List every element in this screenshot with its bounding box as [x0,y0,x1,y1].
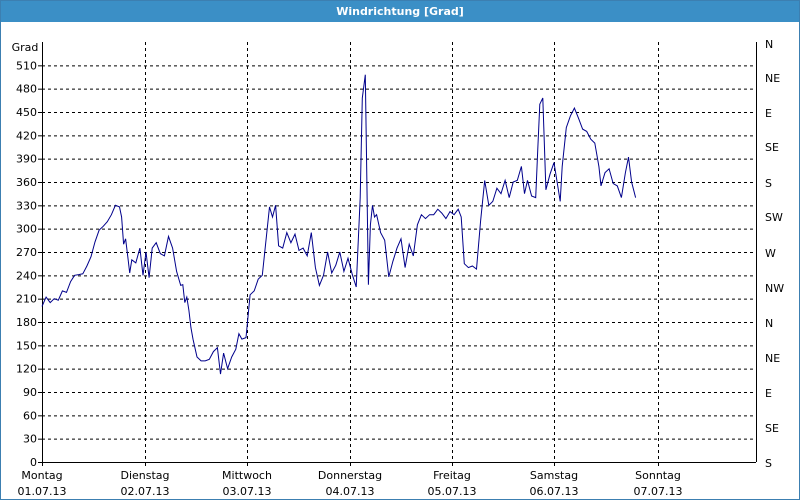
x-tick-day-5: Samstag [530,469,578,482]
y-tick-label-10: 300 [16,223,37,236]
y-tick-label-4: 120 [16,363,37,376]
right-tick-label-12: N [765,38,773,51]
axes [38,42,757,466]
y-tick-label-12: 360 [16,176,37,189]
y-tick-label-13: 390 [16,153,37,166]
y-tick-label-16: 480 [16,83,37,96]
y-tick-label-6: 180 [16,316,37,329]
x-tick-day-0: Montag [21,469,62,482]
x-tick-date-0: 01.07.13 [18,485,67,498]
x-tick-day-4: Freitag [433,469,471,482]
x-tick-date-2: 03.07.13 [223,485,272,498]
right-tick-label-4: N [765,317,773,330]
x-tick-day-1: Dienstag [120,469,169,482]
right-tick-label-3: NE [765,352,780,365]
y-tick-label-1: 30 [23,433,37,446]
y-tick-label-15: 450 [16,106,37,119]
right-tick-label-10: E [765,107,772,120]
window-title: Windrichtung [Grad] [1,1,799,22]
right-tick-label-11: NE [765,72,780,85]
y-tick-label-7: 210 [16,293,37,306]
right-tick-label-1: SE [765,422,779,435]
y-tick-label-0: 0 [30,456,37,469]
x-tick-date-1: 02.07.13 [121,485,170,498]
series-line [41,74,637,375]
x-tick-labels: Montag 01.07.13 Dienstag 02.07.13 Mittwoch 03… [18,469,683,498]
y-tick-label-8: 240 [16,269,37,282]
x-tick-date-5: 06.07.13 [530,485,579,498]
right-tick-label-5: NW [765,282,784,295]
right-tick-label-8: S [765,177,772,190]
right-tick-label-2: E [765,387,772,400]
y-tick-label-5: 150 [16,339,37,352]
right-tick-label-6: W [765,247,776,260]
y-tick-label-17: 510 [16,59,37,72]
grid [42,42,756,462]
x-tick-day-6: Sonntag [635,469,681,482]
x-tick-day-2: Mittwoch [222,469,272,482]
y-tick-label-9: 270 [16,246,37,259]
right-tick-label-7: SW [765,211,783,224]
right-tick-labels: S SE E NE N NW W SW S SE E NE N [765,38,784,470]
x-tick-date-6: 07.07.13 [634,485,683,498]
y-tick-label-3: 90 [23,386,37,399]
right-tick-label-9: SE [765,141,779,154]
y-tick-label-14: 420 [16,129,37,142]
y-axis-label: Grad [12,41,39,54]
y-tick-label-11: 330 [16,199,37,212]
x-tick-date-3: 04.07.13 [326,485,375,498]
y-tick-label-2: 60 [23,409,37,422]
x-tick-date-4: 05.07.13 [428,485,477,498]
x-tick-day-3: Donnerstag [318,469,382,482]
y-tick-labels: 0 30 60 90 120 150 180 210 240 270 300 330 360 390 420… [16,59,37,469]
right-tick-label-0: S [765,457,772,470]
